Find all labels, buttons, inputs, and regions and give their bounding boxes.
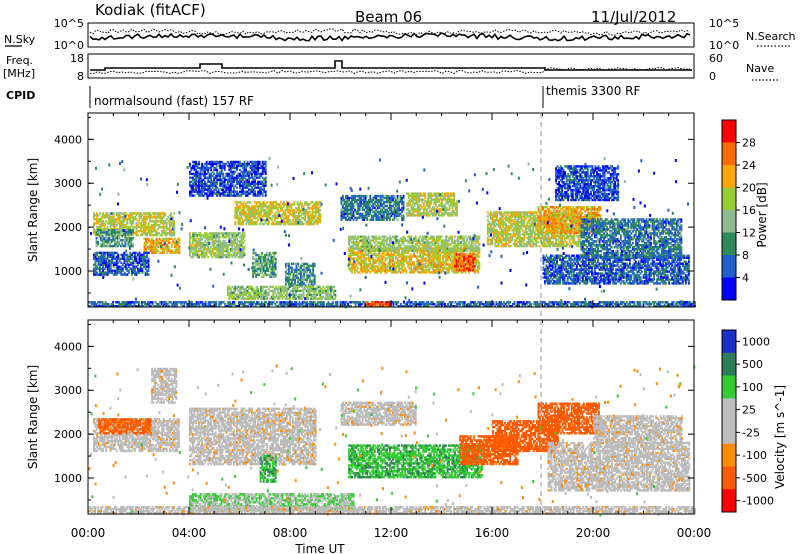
- freq-tick-top: 18: [70, 52, 84, 65]
- data-cell-0-5: [250, 201, 252, 203]
- data-cell-0-9: [189, 163, 191, 165]
- data-cell-0-6: [275, 252, 277, 254]
- data-cell-0-5: [303, 223, 305, 225]
- data-cell-0-8: [333, 286, 335, 288]
- cpid-panel: CPID normalsound (fast) 157 RF themis 33…: [6, 84, 640, 108]
- data-cell-0-1: [132, 243, 134, 245]
- frequency-trace: [90, 61, 692, 70]
- noise-right-tick-bottom: 10^0: [709, 39, 739, 52]
- noise-left-tick-top: 10^5: [54, 17, 84, 30]
- data-cell-0-0: [113, 212, 115, 214]
- power-data-cells: [88, 157, 696, 309]
- data-cell-0-0: [170, 212, 172, 214]
- data-cell-0-9: [265, 191, 267, 193]
- data-cell-0-10: [397, 219, 399, 221]
- data-cell-0-11: [456, 200, 458, 202]
- noise-left-tick-bottom: 10^0: [54, 39, 84, 52]
- data-cell-0-5: [234, 221, 236, 223]
- data-cell-0-3: [148, 258, 150, 260]
- data-cell-0-10: [403, 195, 405, 197]
- data-cell-0-9: [194, 194, 196, 196]
- data-cell-0-5: [319, 209, 321, 211]
- data-cell-0-0: [99, 212, 101, 214]
- data-cell-0-6: [261, 252, 263, 254]
- nave-tick-top: 60: [709, 52, 723, 65]
- data-cell-0-10: [403, 215, 405, 217]
- data-cell-0-4: [244, 240, 246, 242]
- data-cell-0-5: [294, 201, 296, 203]
- data-cell-0-1: [132, 229, 134, 231]
- data-cell-0-2: [168, 246, 170, 248]
- data-cell-0-0: [173, 212, 175, 214]
- data-cell-0-8: [289, 286, 291, 288]
- data-cell-0-9: [236, 187, 238, 189]
- data-cell-0-1: [132, 237, 134, 239]
- data-cell-0-9: [259, 161, 261, 163]
- frequency-frame: [88, 54, 694, 78]
- data-cell-0-9: [265, 161, 267, 163]
- cpid-segment-2: themis 3300 RF: [546, 84, 640, 98]
- station-title: Kodiak (fitACF): [95, 1, 206, 19]
- data-cell-0-8: [334, 290, 336, 292]
- noise-sky-trace: [90, 33, 690, 41]
- data-cell-0-3: [148, 252, 150, 254]
- frequency-panel: Freq. [MHz] 18 8 60 0 Nave: [3, 52, 778, 83]
- rti-figure: Kodiak (fitACF) Beam 06 11/Jul/2012 N.Sk…: [0, 0, 800, 554]
- data-cell-0-2: [178, 246, 180, 248]
- data-cell-0-4: [244, 246, 246, 248]
- data-cell-0-3: [117, 254, 119, 256]
- data-cell-0-7: [288, 263, 290, 265]
- data-cell-0-10: [366, 195, 368, 197]
- noise-right-tick-top: 10^5: [709, 17, 739, 30]
- data-cell-0-8: [257, 288, 259, 290]
- data-cell-0-3: [148, 273, 150, 275]
- nave-label: Nave: [746, 62, 774, 75]
- data-cell-0-9: [222, 173, 224, 175]
- data-cell-0-0: [137, 234, 139, 236]
- data-cell-0-10: [394, 195, 396, 197]
- data-cell-0-0: [107, 226, 109, 228]
- data-cell-0-0: [173, 220, 175, 222]
- freq-label-top: Freq.: [6, 54, 33, 67]
- noise-right-label: N.Search: [746, 30, 796, 43]
- data-cell-0-9: [216, 169, 218, 171]
- data-cell-0-11: [424, 192, 426, 194]
- data-cell-0-4: [189, 232, 191, 234]
- data-cell-0-1: [96, 237, 98, 239]
- noise-left-label: N.Sky: [4, 33, 36, 46]
- data-cell-0-4: [244, 232, 246, 234]
- data-cell-0-9: [198, 161, 200, 163]
- data-cell-0-10: [403, 201, 405, 203]
- freq-tick-bottom: 8: [77, 70, 84, 83]
- cpid-label: CPID: [6, 89, 35, 102]
- data-cell-0-6: [275, 258, 277, 260]
- data-cell-0-4: [219, 236, 221, 238]
- data-cell-0-7: [309, 269, 311, 271]
- data-cell-0-8: [334, 294, 336, 296]
- data-cell-0-1: [118, 229, 120, 231]
- data-cell-0-4: [244, 252, 246, 254]
- data-cell-0-7: [297, 263, 299, 265]
- cpid-segment-1: normalsound (fast) 157 RF: [94, 94, 254, 108]
- data-cell-0-8: [298, 286, 300, 288]
- data-cell-0-7: [314, 275, 316, 277]
- data-cell-0-4: [207, 256, 209, 258]
- data-cell-0-5: [266, 201, 268, 203]
- nave-tick-bottom: 0: [709, 70, 716, 83]
- data-cell-0-0: [164, 212, 166, 214]
- data-cell-0-1: [97, 241, 99, 243]
- data-cell-0-10: [369, 195, 371, 197]
- data-cell-0-7: [314, 263, 316, 265]
- data-cell-0-9: [254, 191, 256, 193]
- data-cell-0-5: [319, 213, 321, 215]
- data-cell-0-1: [118, 235, 120, 237]
- data-cell-0-11: [453, 192, 455, 194]
- data-cell-0-6: [275, 274, 277, 276]
- data-cell-0-10: [397, 195, 399, 197]
- freq-label-bottom: [MHz]: [3, 67, 35, 80]
- data-cell-0-2: [178, 238, 180, 240]
- data-cell-0-10: [342, 195, 344, 197]
